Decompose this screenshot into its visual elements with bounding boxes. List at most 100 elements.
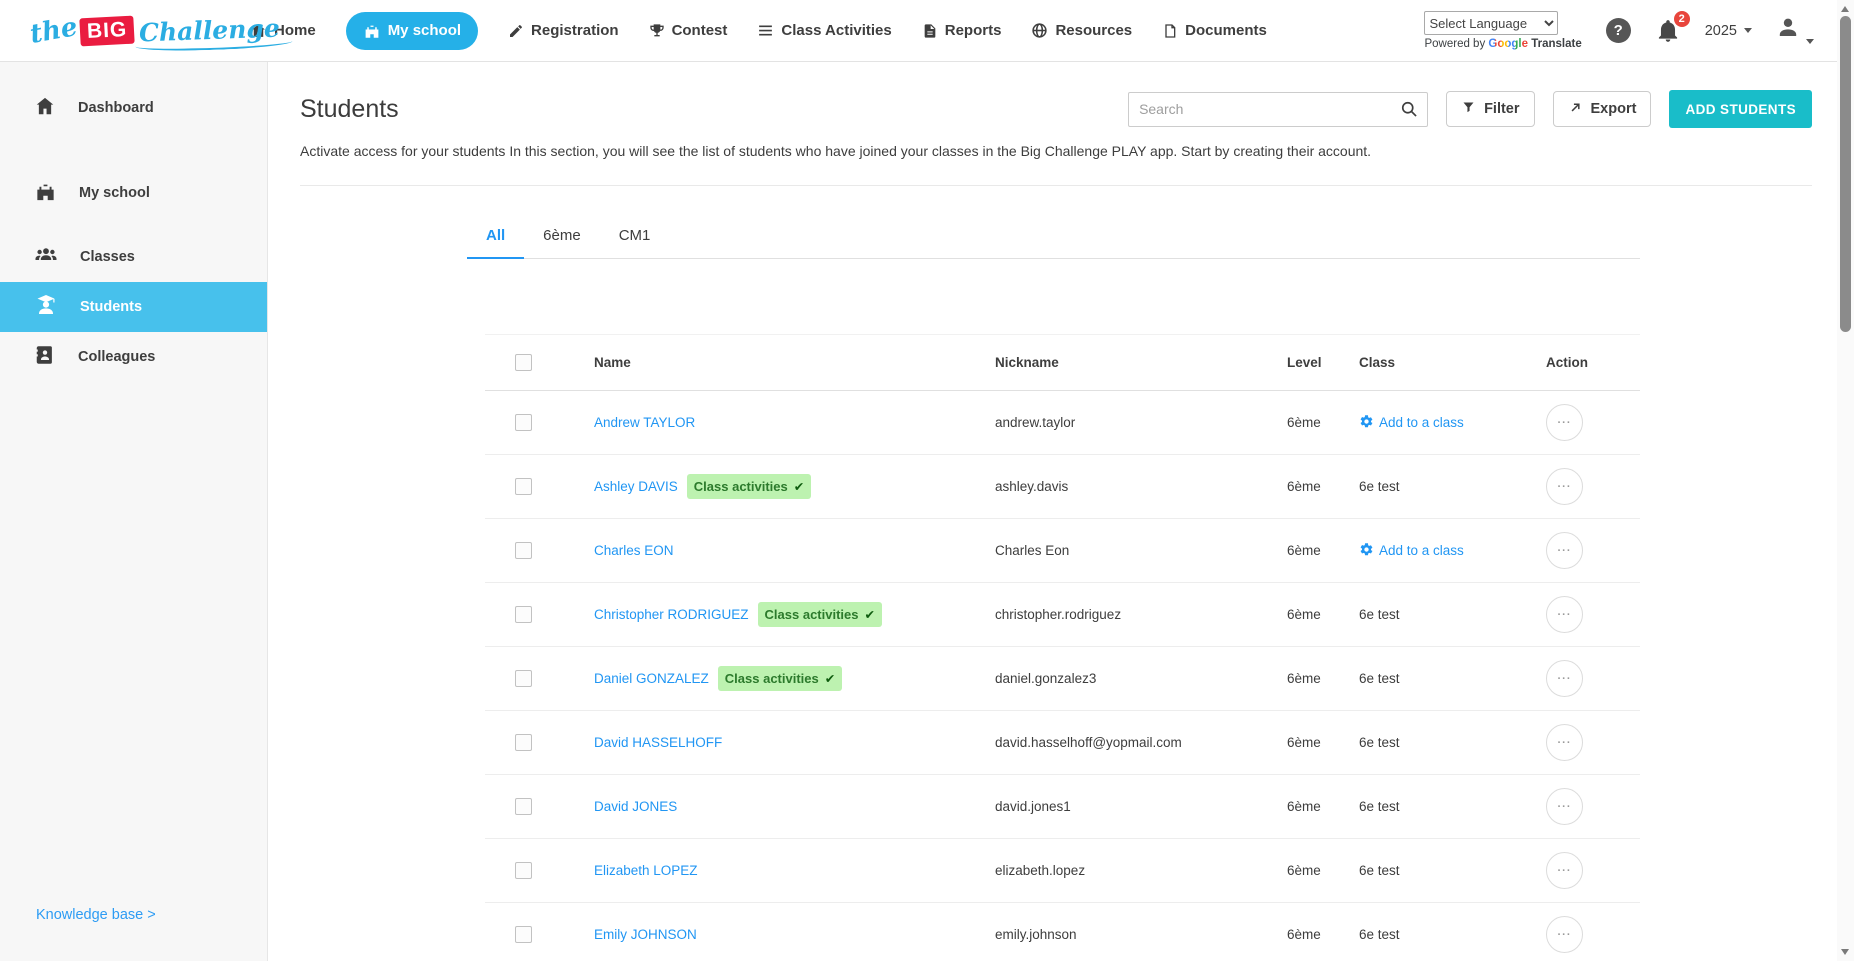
tab-all[interactable]: All [467, 214, 525, 259]
row-checkbox[interactable] [515, 862, 532, 879]
student-name-link[interactable]: Elizabeth LOPEZ [594, 863, 698, 878]
row-checkbox-cell [485, 542, 594, 559]
table-row: David HASSELHOFF david.hasselhoff@yopmai… [485, 711, 1640, 775]
nav-item-reports[interactable]: Reports [922, 22, 1001, 39]
school-icon [34, 180, 57, 207]
student-name-link[interactable]: Andrew TAYLOR [594, 415, 696, 430]
tab-cm1[interactable]: CM1 [618, 227, 651, 244]
row-class-name: 6e test [1359, 799, 1400, 814]
row-name-cell: Daniel GONZALEZ Class activities ✔ [594, 666, 995, 691]
ellipsis-icon: ··· [1557, 672, 1572, 685]
student-name-link[interactable]: Ashley DAVIS [594, 479, 678, 494]
add-to-class-link[interactable]: Add to a class [1359, 414, 1464, 432]
export-button[interactable]: Export [1552, 91, 1652, 127]
more-actions-button[interactable]: ··· [1546, 724, 1583, 761]
add-students-button[interactable]: ADD STUDENTS [1669, 90, 1812, 128]
row-action-cell: ··· [1546, 596, 1640, 633]
row-checkbox[interactable] [515, 606, 532, 623]
row-checkbox[interactable] [515, 734, 532, 751]
ellipsis-icon: ··· [1557, 544, 1572, 557]
big-challenge-logo[interactable]: the BIG Challenge [0, 12, 280, 50]
sidebar-item-students[interactable]: Students [0, 282, 267, 332]
row-checkbox[interactable] [515, 670, 532, 687]
year-dropdown[interactable]: 2025 [1705, 23, 1752, 39]
more-actions-button[interactable]: ··· [1546, 468, 1583, 505]
sidebar: Dashboard My school Classes Students Col… [0, 62, 268, 961]
sidebar-item-classes[interactable]: Classes [0, 232, 267, 282]
logo-word-the: the [27, 11, 80, 50]
page-title: Students [300, 94, 399, 123]
more-actions-button[interactable]: ··· [1546, 404, 1583, 441]
row-checkbox[interactable] [515, 798, 532, 815]
row-checkbox-cell [485, 414, 594, 431]
row-checkbox[interactable] [515, 414, 532, 431]
ellipsis-icon: ··· [1557, 608, 1572, 621]
language-select[interactable]: Select Language [1424, 11, 1559, 35]
row-level: 6ème [1287, 607, 1321, 622]
student-name-link[interactable]: Daniel GONZALEZ [594, 671, 709, 686]
row-name-cell: Christopher RODRIGUEZ Class activities ✔ [594, 602, 995, 627]
add-to-class-link[interactable]: Add to a class [1359, 542, 1464, 560]
more-actions-button[interactable]: ··· [1546, 660, 1583, 697]
nav-item-contest[interactable]: Contest [649, 22, 727, 39]
scrollbar-thumb[interactable] [1840, 16, 1851, 332]
user-menu[interactable] [1776, 15, 1814, 46]
row-nickname: david.jones1 [995, 799, 1071, 814]
row-checkbox-cell [485, 798, 594, 815]
row-action-cell: ··· [1546, 532, 1640, 569]
row-checkbox[interactable] [515, 478, 532, 495]
column-header-action: Action [1546, 355, 1588, 370]
nav-item-documents[interactable]: Documents [1162, 22, 1267, 39]
search-input[interactable] [1128, 91, 1429, 127]
table-row: Ashley DAVIS Class activities ✔ ashley.d… [485, 455, 1640, 519]
select-all-checkbox[interactable] [515, 354, 532, 371]
row-class-name: 6e test [1359, 607, 1400, 622]
more-actions-button[interactable]: ··· [1546, 788, 1583, 825]
student-name-link[interactable]: David JONES [594, 799, 678, 814]
row-class-name: 6e test [1359, 735, 1400, 750]
export-arrow-icon [1568, 100, 1583, 119]
row-level: 6ème [1287, 863, 1321, 878]
sidebar-item-my-school[interactable]: My school [0, 168, 267, 218]
row-nickname: Charles Eon [995, 543, 1070, 558]
scrollbar-down-arrow[interactable] [1841, 949, 1849, 955]
row-class-cell: 6e test [1359, 735, 1546, 750]
topbar-right-controls: Select Language Powered by Google Transl… [1424, 10, 1854, 50]
row-level: 6ème [1287, 415, 1321, 430]
row-level: 6ème [1287, 543, 1321, 558]
scrollbar-up-arrow[interactable] [1841, 6, 1849, 12]
nav-item-resources[interactable]: Resources [1031, 22, 1132, 39]
sidebar-item-dashboard[interactable]: Dashboard [0, 83, 267, 133]
knowledge-base-link[interactable]: Knowledge base > [36, 907, 156, 923]
row-nickname: david.hasselhoff@yopmail.com [995, 735, 1182, 750]
student-name-link[interactable]: Emily JOHNSON [594, 927, 697, 942]
tab-6eme[interactable]: 6ème [543, 227, 581, 244]
document-icon [1162, 23, 1178, 39]
filter-button[interactable]: Filter [1446, 91, 1535, 127]
nav-item-my-school[interactable]: My school [345, 11, 479, 50]
nav-item-class-activities[interactable]: Class Activities [757, 22, 892, 39]
row-checkbox[interactable] [515, 926, 532, 943]
more-actions-button[interactable]: ··· [1546, 852, 1583, 889]
ellipsis-icon: ··· [1557, 480, 1572, 493]
sidebar-item-label: My school [79, 185, 150, 201]
nav-item-registration[interactable]: Registration [508, 22, 619, 39]
notification-count-badge: 2 [1673, 10, 1690, 27]
nav-item-label: Documents [1185, 22, 1267, 39]
row-class-name: 6e test [1359, 863, 1400, 878]
more-actions-button[interactable]: ··· [1546, 596, 1583, 633]
logo-word-big: BIG [79, 15, 136, 46]
row-nickname: elizabeth.lopez [995, 863, 1086, 878]
more-actions-button[interactable]: ··· [1546, 916, 1583, 953]
scrollbar[interactable] [1837, 0, 1854, 961]
student-name-link[interactable]: Charles EON [594, 543, 674, 558]
row-checkbox[interactable] [515, 542, 532, 559]
search-icon[interactable] [1399, 99, 1419, 124]
help-button[interactable]: ? [1605, 18, 1631, 43]
student-name-link[interactable]: Christopher RODRIGUEZ [594, 607, 749, 622]
main-content: Students Filter Export ADD STUDENTS Acti… [268, 62, 1837, 961]
notifications-button[interactable]: 2 [1655, 10, 1690, 44]
more-actions-button[interactable]: ··· [1546, 532, 1583, 569]
sidebar-item-colleagues[interactable]: Colleagues [0, 332, 267, 382]
student-name-link[interactable]: David HASSELHOFF [594, 735, 723, 750]
